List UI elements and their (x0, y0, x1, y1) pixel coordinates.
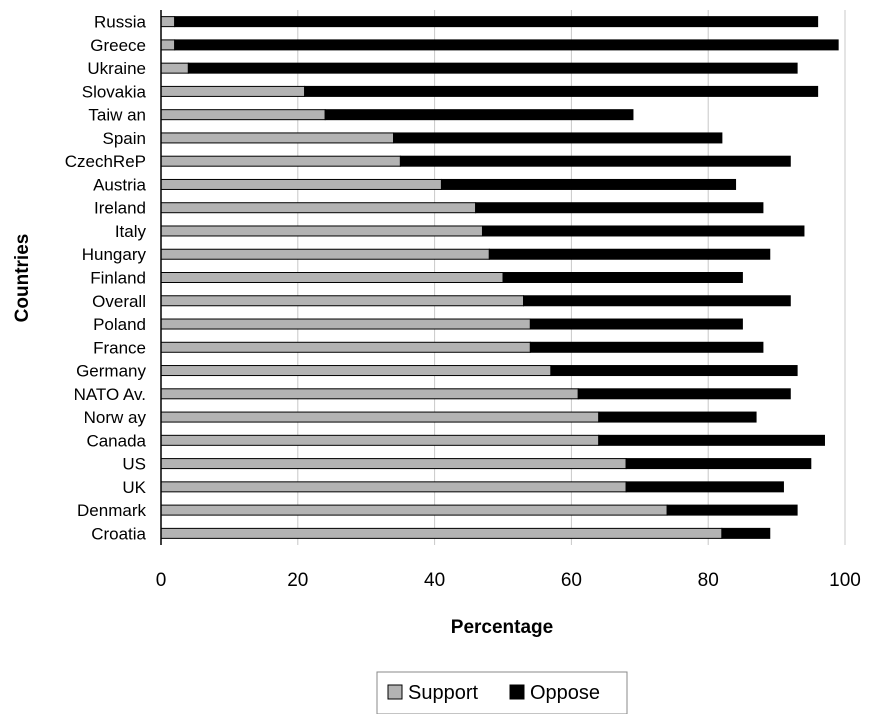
x-tick-label: 60 (561, 570, 582, 591)
bar-support (160, 341, 531, 353)
bar-oppose (399, 155, 791, 167)
bar-oppose (721, 527, 771, 539)
bar-oppose (577, 388, 791, 400)
category-label: Hungary (82, 245, 147, 264)
bar-support (160, 16, 176, 28)
category-label: Austria (93, 175, 146, 194)
category-label: NATO Av. (74, 385, 146, 404)
bar-support (160, 109, 326, 121)
bars (160, 16, 839, 539)
bar-oppose (187, 62, 798, 74)
bar-support (160, 434, 600, 446)
bar-oppose (324, 109, 634, 121)
x-tick-label: 0 (156, 570, 167, 591)
category-label: Croatia (91, 524, 146, 543)
bar-support (160, 365, 552, 377)
category-label: Ukraine (87, 59, 146, 78)
x-tick-label: 80 (698, 570, 719, 591)
bar-oppose (529, 318, 743, 330)
category-label: Slovakia (82, 82, 147, 101)
bar-oppose (666, 504, 798, 516)
legend: Support Oppose (376, 671, 628, 714)
bar-support (160, 388, 579, 400)
bar-support (160, 295, 525, 307)
x-tick-label: 100 (829, 570, 861, 591)
legend-frame (376, 671, 628, 714)
bar-oppose (481, 225, 805, 237)
legend-label-oppose: Oppose (530, 682, 600, 704)
category-label: Greece (90, 36, 146, 55)
bar-support (160, 202, 477, 214)
x-axis-title: Percentage (451, 617, 553, 638)
bar-oppose (174, 39, 839, 51)
category-label: Italy (115, 222, 147, 241)
bar-support (160, 225, 483, 237)
bar-support (160, 85, 306, 97)
bar-support (160, 411, 600, 423)
x-tick-labels: 0 20 40 60 80 100 (156, 570, 861, 591)
bar-support (160, 504, 668, 516)
bar-support (160, 62, 189, 74)
category-label: France (93, 338, 146, 357)
bar-support (160, 458, 627, 470)
bar-oppose (502, 272, 743, 283)
category-label: Poland (93, 315, 146, 334)
bar-support (160, 178, 442, 190)
category-label: US (122, 455, 146, 474)
bar-oppose (174, 16, 819, 28)
bar-oppose (550, 365, 798, 377)
bar-support (160, 132, 395, 144)
legend-label-support: Support (408, 682, 478, 704)
y-axis-title: Countries (12, 234, 33, 323)
category-label: Russia (94, 13, 147, 32)
bar-oppose (625, 481, 784, 493)
bar-support (160, 318, 531, 330)
bar-support (160, 481, 627, 493)
category-label: Norw ay (84, 408, 147, 427)
category-label: Ireland (94, 199, 146, 218)
bar-oppose (393, 132, 723, 144)
bar-oppose (625, 458, 812, 470)
bar-support (160, 248, 490, 260)
bar-oppose (488, 248, 771, 260)
bar-support (160, 272, 504, 283)
category-label: Finland (90, 269, 146, 288)
category-labels: Russia Greece Ukraine Slovakia Taiw an Spain C… (65, 13, 147, 544)
bar-oppose (475, 202, 764, 214)
bar-oppose (523, 295, 791, 307)
category-label: Taiw an (88, 106, 146, 125)
bar-oppose (304, 85, 819, 97)
bar-oppose (598, 411, 757, 423)
bar-oppose (440, 178, 737, 190)
bar-oppose (529, 341, 764, 353)
bar-support (160, 39, 176, 51)
bar-oppose (598, 434, 825, 446)
category-label: UK (122, 478, 146, 497)
bar-support (160, 527, 723, 539)
x-tick-label: 20 (287, 570, 308, 591)
category-label: Denmark (77, 501, 146, 520)
category-label: Overall (92, 292, 146, 311)
category-label: Germany (76, 362, 146, 381)
legend-swatch-oppose (509, 684, 525, 700)
bar-support (160, 155, 401, 167)
category-label: Canada (86, 431, 146, 450)
category-label: Spain (103, 129, 146, 148)
x-tick-label: 40 (424, 570, 445, 591)
legend-swatch-support (387, 684, 403, 700)
category-label: CzechReP (65, 152, 146, 171)
